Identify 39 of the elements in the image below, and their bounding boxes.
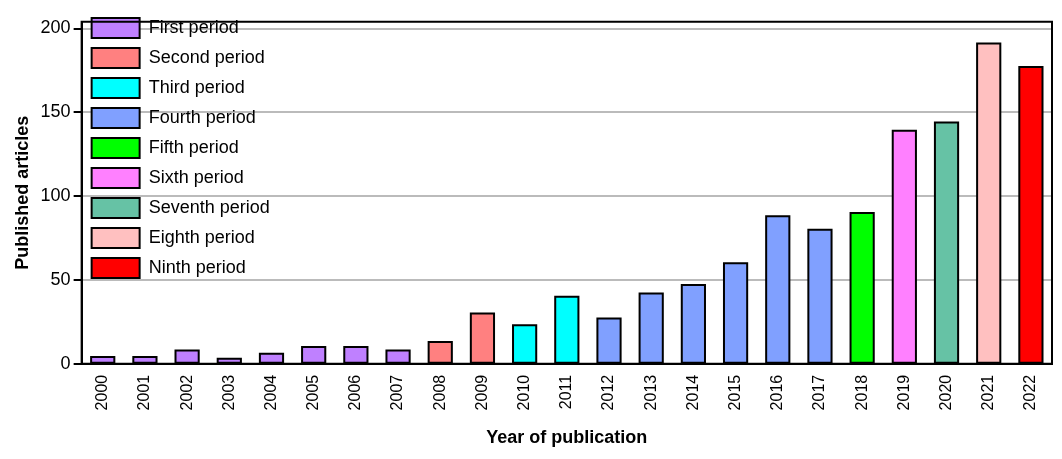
x-tick-label: 2018	[852, 374, 870, 411]
x-tick-label: 2002	[177, 374, 195, 411]
x-tick-label: 2012	[599, 374, 617, 411]
legend-label: Seventh period	[148, 196, 270, 217]
legend-label: Eighth period	[148, 226, 255, 247]
x-tick-label: 2016	[768, 374, 786, 411]
legend-label: Third period	[148, 76, 245, 97]
x-tick-label: 2005	[304, 374, 322, 411]
x-tick-label: 2021	[979, 374, 997, 411]
legend-label: Fourth period	[148, 106, 256, 127]
x-tick-label: 2001	[135, 374, 153, 411]
x-tick-label: 2015	[725, 374, 743, 411]
legend-label: Second period	[148, 46, 265, 67]
legend-label: First period	[148, 16, 239, 37]
y-axis-title: Published articles	[11, 115, 32, 270]
x-axis-title: Year of publication	[486, 427, 648, 448]
x-tick-label: 2009	[472, 374, 490, 411]
x-tick-label: 2020	[936, 374, 954, 411]
legend-label: Fifth period	[148, 136, 239, 157]
y-tick-label: 0	[60, 352, 71, 373]
legend-label: Sixth period	[148, 166, 244, 187]
x-tick-label: 2013	[641, 374, 659, 411]
x-tick-label: 2014	[683, 374, 701, 411]
x-tick-label: 2017	[810, 374, 828, 411]
x-tick-label: 2019	[894, 374, 912, 411]
x-tick-label: 2004	[261, 374, 279, 411]
y-tick-label: 100	[40, 185, 71, 206]
x-tick-label: 2006	[346, 374, 364, 411]
x-tick-label: 2000	[93, 374, 111, 411]
x-tick-label: 2011	[557, 374, 575, 410]
y-tick-label: 200	[40, 17, 71, 38]
y-tick-label: 150	[40, 101, 71, 122]
x-tick-label: 2007	[388, 374, 406, 411]
x-tick-label: 2003	[219, 374, 237, 411]
x-tick-label: 2022	[1021, 374, 1039, 411]
x-tick-label: 2010	[515, 374, 533, 411]
legend-label: Ninth period	[148, 256, 246, 277]
x-tick-label: 2008	[430, 374, 448, 411]
y-tick-label: 50	[50, 268, 71, 289]
